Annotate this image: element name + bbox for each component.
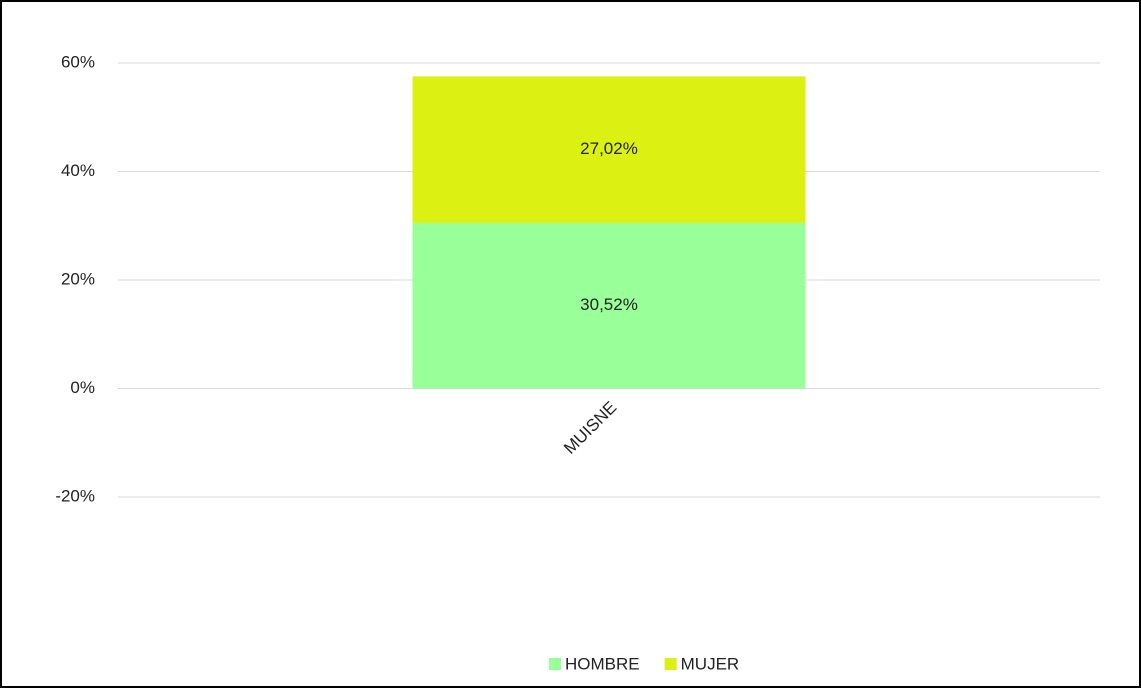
legend-label: HOMBRE (565, 654, 640, 673)
legend-swatch (664, 658, 677, 670)
y-tick-label: 0% (70, 378, 95, 397)
legend-label: MUJER (681, 654, 740, 673)
y-tick-label: 60% (61, 52, 95, 71)
data-label: 30,52% (580, 295, 638, 314)
legend-swatch (549, 658, 561, 670)
bar-segment (412, 222, 806, 389)
y-tick-label: 40% (61, 161, 95, 180)
data-label: 27,02% (580, 139, 638, 158)
y-tick-label: 20% (61, 269, 95, 288)
y-tick-label: -20% (55, 486, 95, 505)
bar-segment (412, 76, 806, 223)
